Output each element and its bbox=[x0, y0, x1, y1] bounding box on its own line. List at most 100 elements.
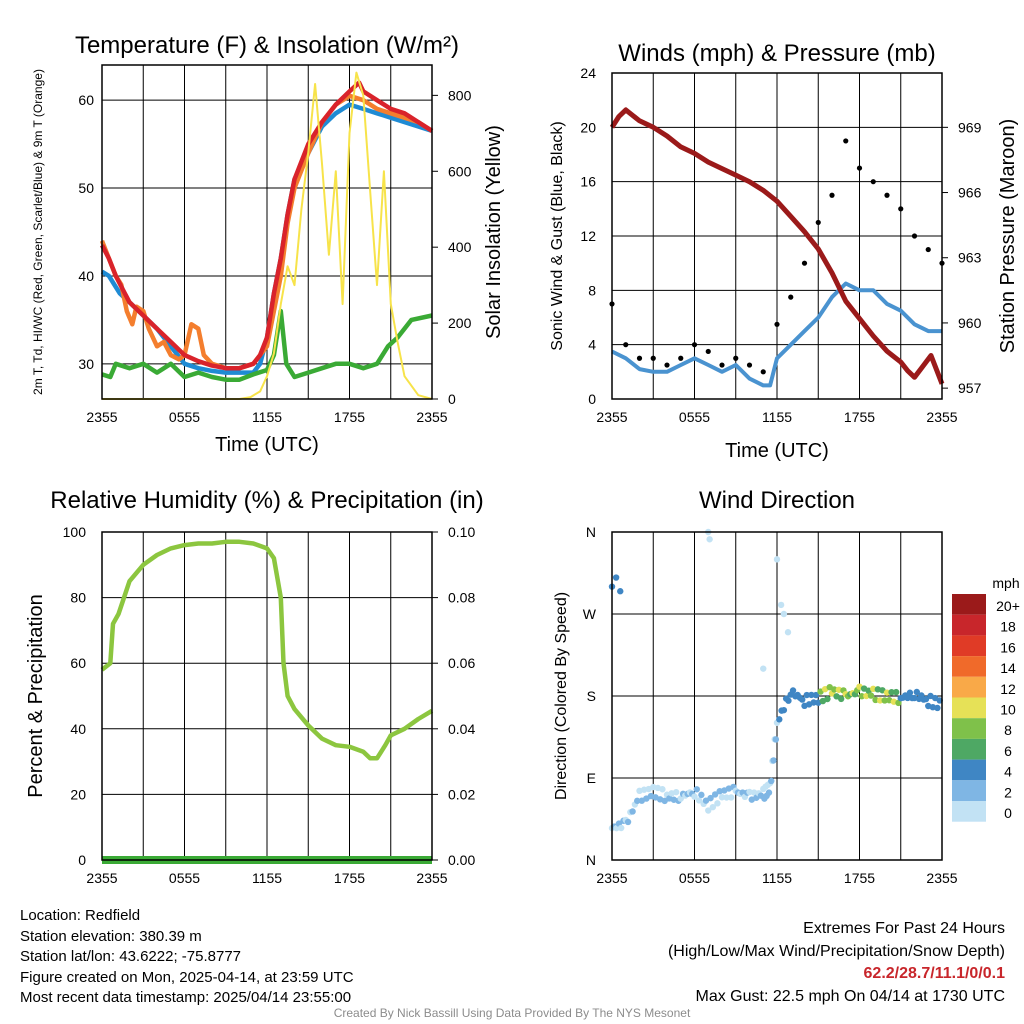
plot-frame bbox=[611, 531, 943, 861]
extremes-info: Extremes For Past 24 Hours (High/Low/Max… bbox=[668, 918, 1005, 1008]
y2-tick-label: 0.02 bbox=[448, 786, 475, 802]
legend-swatch bbox=[952, 614, 986, 636]
y2-tick-label: 0.04 bbox=[448, 721, 475, 737]
legend-swatch bbox=[952, 594, 986, 615]
series-line-3 bbox=[100, 80, 434, 371]
y-tick-label: 20 bbox=[580, 119, 596, 135]
y-tick-label: 40 bbox=[78, 268, 94, 284]
gust-point bbox=[691, 342, 698, 348]
gust-point bbox=[705, 348, 711, 355]
legend-label: 16 bbox=[1000, 639, 1016, 655]
y-tick-label: 0 bbox=[78, 852, 86, 868]
y2-axis-label: Solar Insolation (Yellow) bbox=[483, 125, 505, 339]
location-text: Location: Redfield bbox=[20, 907, 141, 924]
gust-point bbox=[856, 165, 863, 171]
x-tick-label: 1755 bbox=[334, 409, 365, 425]
direction-point bbox=[707, 794, 714, 802]
series-line-5 bbox=[102, 71, 433, 400]
direction-point bbox=[706, 536, 713, 543]
y-tick-label: 16 bbox=[580, 174, 596, 190]
gust-point bbox=[911, 233, 918, 239]
gust-point bbox=[870, 179, 876, 185]
direction-point bbox=[709, 803, 717, 811]
x-tick-label: 0555 bbox=[679, 870, 710, 886]
x-tick-label: 2355 bbox=[416, 870, 447, 886]
pressure-line bbox=[609, 107, 945, 385]
extremes-legend: (High/Low/Max Wind/Precipitation/Snow De… bbox=[667, 942, 1005, 960]
direction-point bbox=[711, 791, 719, 798]
legend-swatch bbox=[952, 801, 986, 822]
y2-tick-label: 0.08 bbox=[448, 590, 475, 606]
gust-point bbox=[733, 355, 739, 361]
y-axis-label: Sonic Wind & Gust (Blue, Black) bbox=[549, 121, 566, 350]
gust-point bbox=[719, 362, 725, 368]
direction-point bbox=[768, 777, 775, 785]
panel-4: 2355 0555 1155 1755 2355 Wind Direction N E S W N D… bbox=[553, 487, 1020, 886]
legend-swatch bbox=[952, 759, 986, 781]
y-tick-label: 4 bbox=[588, 337, 596, 353]
direction-point bbox=[904, 694, 911, 702]
direction-point bbox=[776, 716, 783, 723]
direction-point bbox=[777, 601, 785, 609]
latlon-text: Station lat/lon: 43.6222; -75.8777 bbox=[20, 948, 242, 965]
gust-point bbox=[760, 369, 766, 375]
gust-point bbox=[788, 294, 794, 300]
direction-point bbox=[913, 688, 920, 696]
y2-tick-label: 963 bbox=[958, 250, 982, 266]
y-tick-label: 50 bbox=[78, 180, 94, 196]
legend-title: mph bbox=[992, 575, 1019, 591]
legend-swatch bbox=[952, 656, 986, 677]
panel-2: 2355 0555 1155 1755 2355 Winds (mph) & Pressu… bbox=[549, 40, 1019, 462]
y-tick-label: S bbox=[587, 688, 596, 704]
direction-point bbox=[617, 824, 625, 832]
legend-swatch bbox=[952, 738, 986, 760]
direction-point bbox=[824, 695, 831, 703]
x-tick-label: 0555 bbox=[169, 409, 200, 425]
x-tick-label: 2355 bbox=[926, 870, 957, 886]
y-tick-label: N bbox=[586, 852, 596, 868]
panel-1: 2355 0555 1155 1755 2355 Temperature (F) & In… bbox=[31, 32, 505, 456]
direction-point bbox=[906, 689, 914, 696]
y-tick-label: 20 bbox=[70, 786, 86, 802]
y-tick-label: N bbox=[586, 524, 596, 540]
chart-title: Temperature (F) & Insolation (W/m²) bbox=[75, 32, 459, 59]
legend-label: 6 bbox=[1004, 743, 1012, 759]
direction-point bbox=[770, 757, 777, 764]
direction-point bbox=[799, 696, 806, 703]
gust-point bbox=[925, 246, 931, 253]
legend-swatch bbox=[952, 697, 986, 719]
direction-point bbox=[617, 588, 624, 595]
gust-point bbox=[746, 362, 753, 368]
y2-tick-label: 957 bbox=[958, 380, 982, 396]
credit-text: Created By Nick Bassill Using Data Provi… bbox=[333, 1006, 691, 1020]
series-line-1 bbox=[100, 539, 434, 761]
y-tick-label: 0 bbox=[588, 391, 596, 407]
speed-legend: mph 20+ 18 16 14 12 10 8 6 4 2 0 bbox=[952, 575, 1020, 822]
y-tick-label: W bbox=[583, 606, 597, 622]
x-tick-label: 1155 bbox=[252, 870, 282, 886]
extremes-values: 62.2/28.7/11.1/0/0.1 bbox=[863, 965, 1005, 982]
legend-label: 0 bbox=[1004, 805, 1012, 821]
direction-point bbox=[772, 736, 780, 743]
legend-label: 10 bbox=[1000, 702, 1016, 718]
legend-label: 14 bbox=[1000, 660, 1016, 676]
direction-point bbox=[693, 786, 700, 793]
direction-point bbox=[723, 794, 730, 801]
chart-title: Winds (mph) & Pressure (mb) bbox=[618, 40, 935, 67]
extremes-title: Extremes For Past 24 Hours bbox=[803, 920, 1005, 937]
y-tick-label: 60 bbox=[78, 92, 94, 108]
y-axis-label: Direction (Colored By Speed) bbox=[553, 592, 570, 800]
direction-point bbox=[888, 688, 895, 696]
gust-point bbox=[801, 260, 808, 266]
gust-point bbox=[774, 321, 780, 327]
y-tick-label: 80 bbox=[70, 590, 86, 606]
y2-tick-label: 600 bbox=[448, 163, 472, 179]
x-axis-label: Time (UTC) bbox=[725, 440, 829, 462]
recent-text: Most recent data timestamp: 2025/04/14 2… bbox=[20, 989, 352, 1006]
x-tick-label: 1755 bbox=[844, 870, 875, 886]
direction-point bbox=[705, 807, 712, 814]
gust-point bbox=[664, 362, 670, 368]
direction-point bbox=[810, 699, 817, 706]
direction-point bbox=[876, 697, 884, 704]
